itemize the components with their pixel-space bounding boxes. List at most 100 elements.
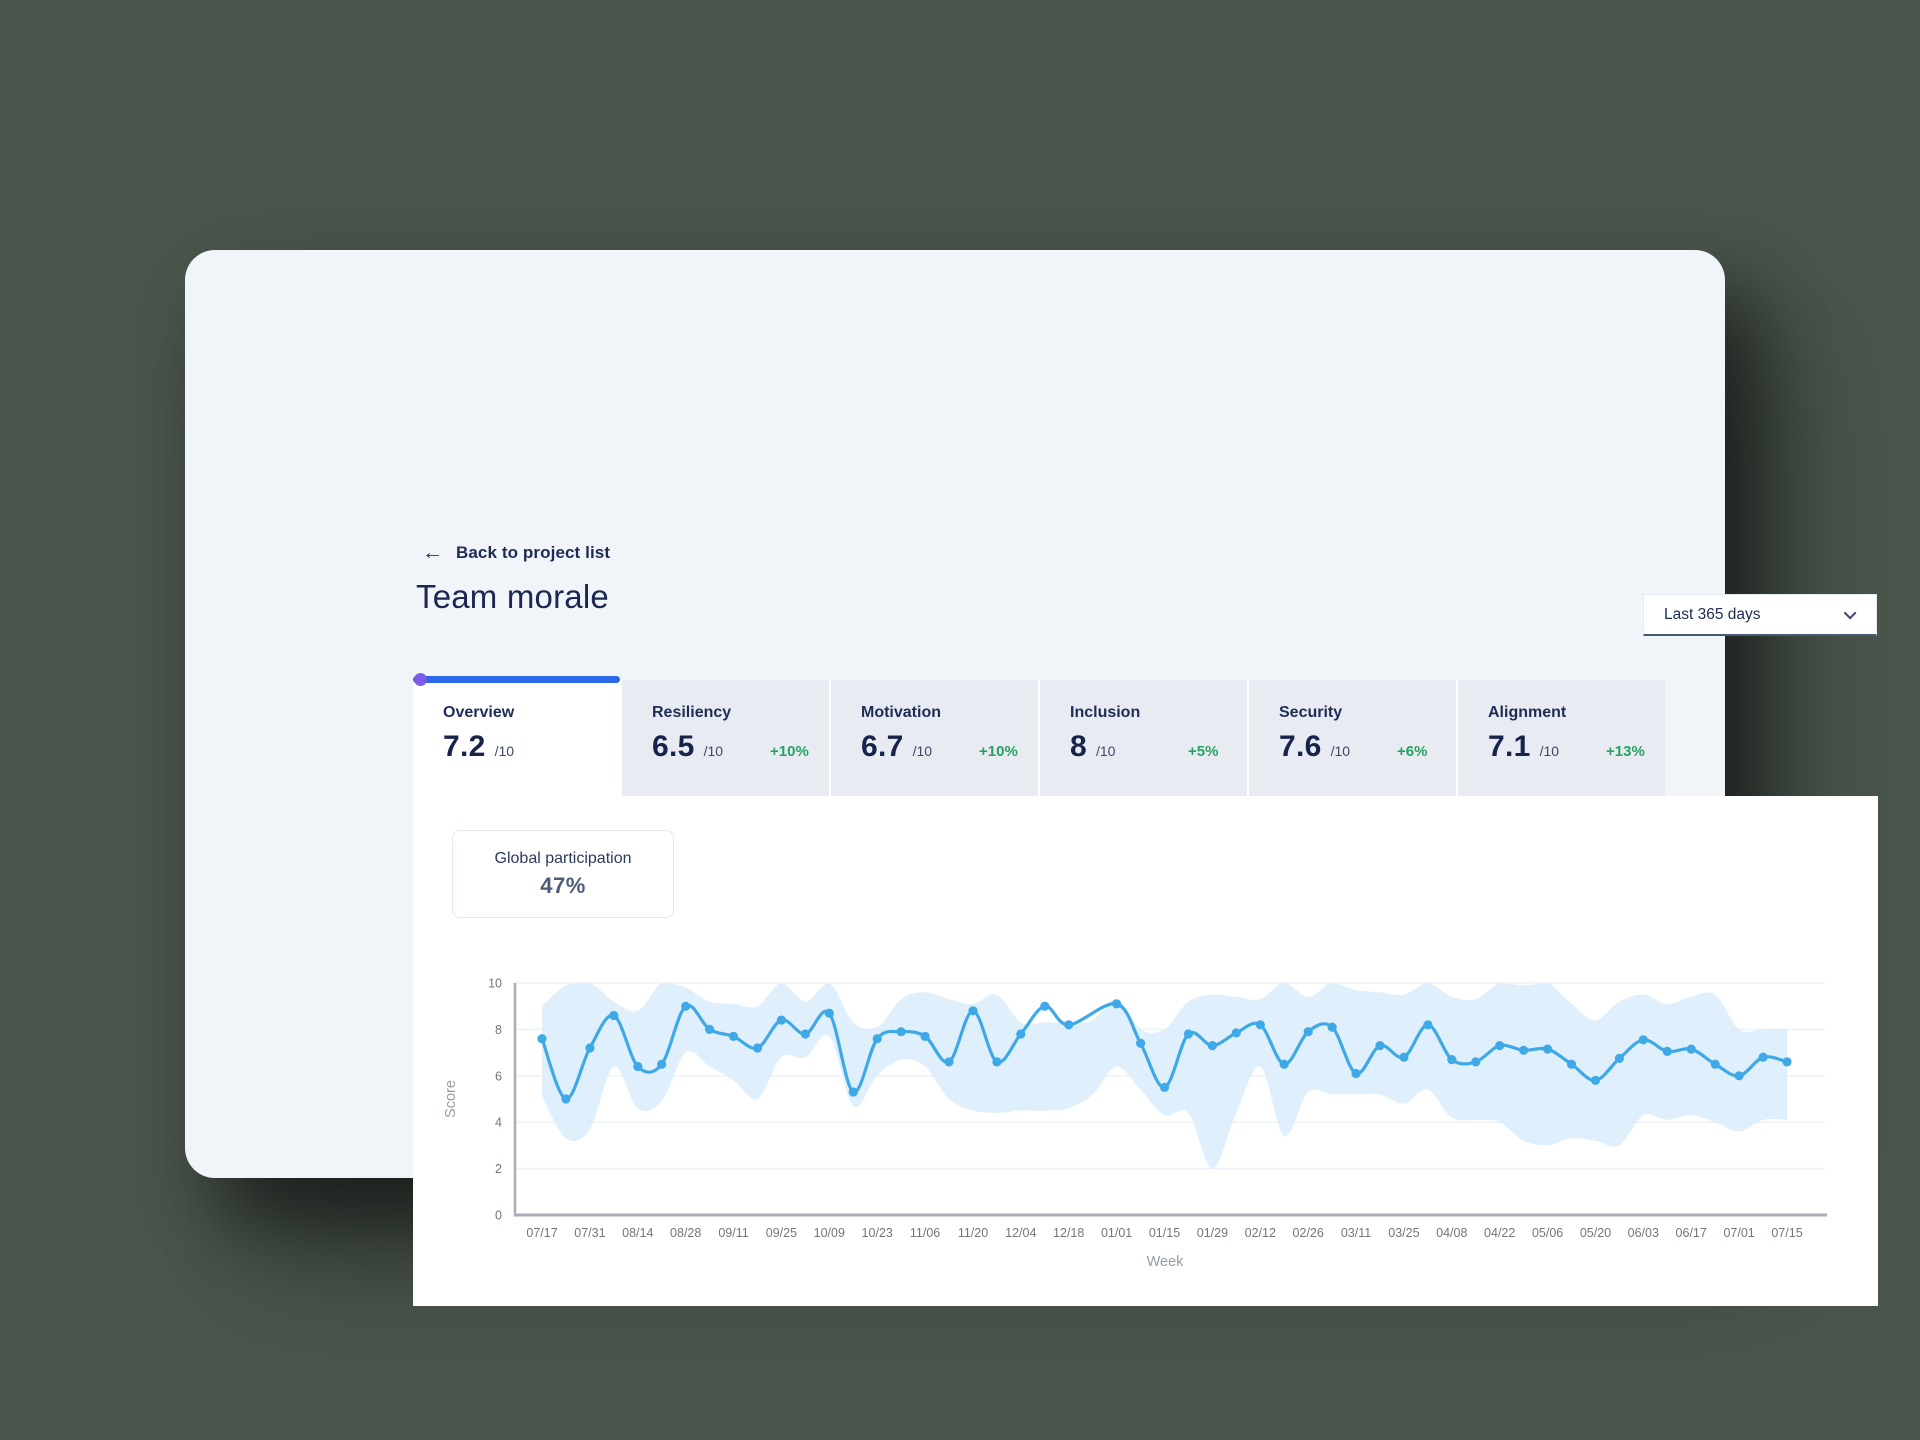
tab-motivation[interactable]: Motivation 6.7/10 +10% (831, 680, 1038, 796)
data-point[interactable] (1159, 1082, 1170, 1092)
data-point[interactable] (1471, 1057, 1481, 1067)
x-tick-label: 11/06 (910, 1226, 940, 1240)
x-tick-label: 04/08 (1436, 1226, 1467, 1240)
tab-label: Security (1279, 704, 1343, 721)
data-point[interactable] (1016, 1029, 1026, 1039)
back-link[interactable]: ← Back to project list (422, 542, 610, 563)
x-tick-label: 10/09 (814, 1226, 845, 1240)
tab-score: 7.2 (443, 730, 486, 763)
data-point[interactable] (1614, 1053, 1624, 1063)
morale-line-chart: 0 2 4 6 8 10 07/17 07/31 08/14 08/28 09/11 09/25 10/… (435, 963, 1855, 1293)
tab-score: 6.7 (861, 730, 904, 763)
data-point[interactable] (705, 1024, 715, 1034)
data-point[interactable] (872, 1034, 882, 1044)
data-point[interactable] (1040, 1001, 1050, 1011)
tab-score: 7.1 (1488, 730, 1531, 763)
data-point[interactable] (1782, 1057, 1792, 1067)
x-tick-label: 09/11 (718, 1226, 748, 1240)
tab-resiliency[interactable]: Resiliency 6.5/10 +10% (622, 680, 829, 796)
tab-label: Motivation (861, 704, 941, 721)
x-tick-label: 12/04 (1005, 1226, 1036, 1240)
metric-tabs: Overview 7.2/10 Resiliency 6.5/10 +10% Motiva… (413, 673, 1665, 796)
data-point[interactable] (1136, 1038, 1146, 1048)
data-point[interactable] (1519, 1045, 1529, 1055)
data-point[interactable] (848, 1087, 858, 1097)
x-tick-label: 01/29 (1197, 1226, 1228, 1240)
tab-overview[interactable]: Overview 7.2/10 (413, 673, 620, 796)
data-point[interactable] (1447, 1055, 1457, 1065)
data-point[interactable] (537, 1034, 547, 1044)
date-range-value: Last 365 days (1664, 605, 1761, 623)
tab-alignment[interactable]: Alignment 7.1/10 +13% (1458, 680, 1665, 796)
arrow-left-icon: ← (422, 541, 443, 564)
data-point[interactable] (824, 1008, 834, 1018)
y-tick-label: 0 (495, 1209, 502, 1223)
tab-label: Overview (443, 704, 515, 721)
data-point[interactable] (1638, 1035, 1648, 1045)
page-title: Team morale (416, 578, 609, 615)
data-point[interactable] (1064, 1020, 1074, 1030)
data-point[interactable] (800, 1029, 810, 1039)
tab-security[interactable]: Security 7.6/10 +6% (1249, 680, 1456, 796)
tab-score: 7.6 (1279, 730, 1322, 763)
data-point[interactable] (896, 1027, 906, 1037)
date-range-select[interactable]: Last 365 days (1643, 594, 1877, 636)
x-tick-label: 12/18 (1053, 1226, 1084, 1240)
data-point[interactable] (1351, 1068, 1361, 1079)
back-link-label: Back to project list (456, 542, 611, 562)
data-point[interactable] (944, 1057, 954, 1067)
data-point[interactable] (1543, 1044, 1553, 1054)
data-point[interactable] (1279, 1059, 1289, 1069)
data-point[interactable] (752, 1043, 763, 1053)
data-point[interactable] (561, 1094, 571, 1104)
tab-inclusion[interactable]: Inclusion 8/10 +5% (1040, 680, 1247, 796)
x-tick-label: 07/01 (1723, 1226, 1754, 1240)
data-point[interactable] (1375, 1041, 1385, 1051)
tab-delta-badge: +6% (1397, 743, 1428, 760)
data-point[interactable] (1231, 1028, 1241, 1038)
tab-denominator: /10 (703, 743, 724, 759)
data-point[interactable] (968, 1006, 978, 1016)
data-point[interactable] (1207, 1041, 1217, 1051)
data-point[interactable] (1734, 1071, 1744, 1081)
data-point[interactable] (1303, 1027, 1313, 1037)
data-point[interactable] (1423, 1020, 1433, 1030)
tab-label: Inclusion (1070, 704, 1141, 721)
data-point[interactable] (681, 1001, 691, 1011)
data-point[interactable] (585, 1043, 595, 1053)
data-point[interactable] (1327, 1022, 1337, 1032)
data-point[interactable] (1495, 1041, 1505, 1051)
x-tick-label: 02/26 (1293, 1226, 1324, 1240)
tab-score: 8 (1070, 730, 1087, 763)
data-point[interactable] (1183, 1029, 1193, 1039)
tab-delta-badge: +5% (1188, 743, 1219, 760)
data-point[interactable] (920, 1031, 930, 1041)
data-point[interactable] (1758, 1052, 1768, 1062)
data-point[interactable] (633, 1061, 643, 1072)
x-tick-label: 03/11 (1341, 1226, 1371, 1240)
x-tick-label: 07/31 (574, 1226, 605, 1240)
x-axis-title: Week (1147, 1254, 1185, 1270)
tab-score-row: 7.1/10 +13% (1488, 730, 1665, 764)
y-axis-title: Score (443, 1080, 459, 1118)
data-point[interactable] (1112, 999, 1122, 1009)
participation-label: Global participation (494, 849, 632, 867)
data-point[interactable] (1399, 1052, 1409, 1062)
data-point[interactable] (1686, 1044, 1696, 1054)
data-point[interactable] (1255, 1020, 1265, 1030)
x-tick-label: 10/23 (862, 1226, 893, 1240)
tab-denominator: /10 (1539, 743, 1560, 759)
app-card: ← Back to project list Team morale Last … (185, 250, 1878, 1306)
data-point[interactable] (1662, 1046, 1672, 1056)
score-band-area (542, 983, 1787, 1169)
x-tick-label: 09/25 (766, 1226, 797, 1240)
data-point[interactable] (1710, 1059, 1720, 1069)
data-point[interactable] (992, 1057, 1002, 1067)
data-point[interactable] (776, 1015, 786, 1025)
data-point[interactable] (728, 1031, 739, 1041)
data-point[interactable] (1566, 1059, 1577, 1069)
data-point[interactable] (609, 1010, 619, 1021)
data-point[interactable] (1590, 1075, 1601, 1085)
participation-value: 47% (540, 872, 586, 898)
data-point[interactable] (657, 1059, 667, 1069)
